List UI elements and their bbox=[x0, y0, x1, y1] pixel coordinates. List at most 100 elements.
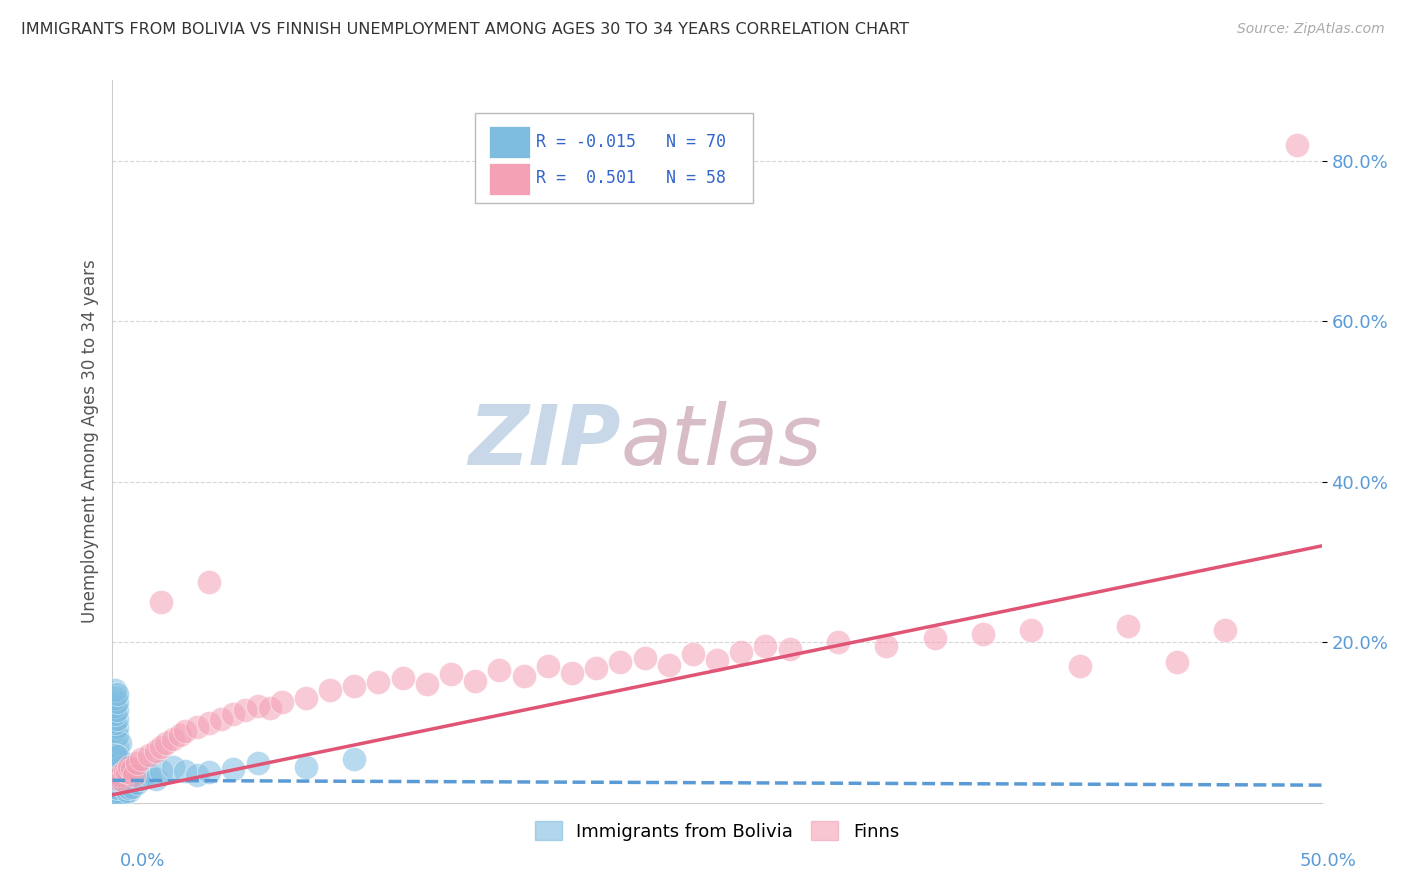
Point bbox=[924, 632, 946, 646]
FancyBboxPatch shape bbox=[475, 112, 754, 203]
Point bbox=[114, 781, 136, 796]
Point bbox=[108, 735, 131, 749]
Text: R = -0.015   N = 70: R = -0.015 N = 70 bbox=[536, 133, 725, 151]
Point bbox=[105, 749, 128, 764]
Point bbox=[145, 772, 167, 786]
Point bbox=[609, 655, 631, 669]
Point bbox=[537, 659, 560, 673]
Point bbox=[561, 665, 583, 680]
Text: 0.0%: 0.0% bbox=[120, 852, 165, 870]
Point bbox=[367, 675, 389, 690]
Point bbox=[105, 712, 128, 726]
Point bbox=[259, 701, 281, 715]
Point bbox=[198, 715, 221, 730]
Point bbox=[104, 792, 127, 806]
Point bbox=[104, 786, 127, 800]
Point bbox=[145, 744, 167, 758]
Point bbox=[972, 627, 994, 641]
Point bbox=[104, 784, 127, 798]
Point bbox=[155, 735, 177, 749]
Point bbox=[108, 776, 131, 790]
Point bbox=[111, 776, 134, 790]
Point bbox=[1116, 619, 1139, 633]
Point bbox=[174, 723, 197, 738]
Point bbox=[235, 703, 257, 717]
Point bbox=[169, 728, 191, 742]
Point bbox=[104, 723, 127, 738]
Point bbox=[162, 731, 184, 746]
Point bbox=[488, 664, 510, 678]
Point bbox=[682, 648, 704, 662]
Point bbox=[105, 776, 128, 790]
Point bbox=[108, 760, 131, 774]
Point bbox=[779, 641, 801, 656]
Point bbox=[105, 756, 128, 770]
Point bbox=[186, 767, 208, 781]
Text: ZIP: ZIP bbox=[468, 401, 620, 482]
Point bbox=[105, 696, 128, 710]
Point bbox=[754, 639, 776, 653]
Point bbox=[105, 728, 128, 742]
Point bbox=[104, 788, 127, 802]
Point bbox=[115, 780, 138, 794]
Point bbox=[222, 762, 245, 776]
Point bbox=[105, 789, 128, 804]
Point bbox=[105, 703, 128, 717]
Point bbox=[440, 667, 463, 681]
Point bbox=[104, 691, 127, 706]
Point bbox=[391, 671, 413, 685]
Point bbox=[108, 788, 131, 802]
Point bbox=[730, 645, 752, 659]
Point bbox=[186, 719, 208, 733]
Text: R =  0.501   N = 58: R = 0.501 N = 58 bbox=[536, 169, 725, 187]
Point bbox=[108, 776, 131, 790]
Point bbox=[222, 707, 245, 722]
Point bbox=[104, 747, 127, 762]
Point bbox=[105, 687, 128, 701]
Point bbox=[295, 760, 318, 774]
Point bbox=[105, 781, 128, 796]
Point bbox=[1286, 137, 1309, 152]
Point bbox=[149, 595, 172, 609]
Point bbox=[108, 751, 131, 765]
FancyBboxPatch shape bbox=[488, 163, 530, 195]
Point bbox=[162, 760, 184, 774]
Point bbox=[343, 680, 366, 694]
Point bbox=[416, 677, 439, 691]
Point bbox=[104, 707, 127, 722]
Point bbox=[585, 661, 607, 675]
Point bbox=[108, 788, 131, 802]
Point bbox=[114, 764, 136, 778]
Point bbox=[111, 781, 134, 796]
Point bbox=[115, 765, 138, 780]
Point bbox=[108, 778, 131, 792]
Point bbox=[104, 780, 127, 794]
Text: Source: ZipAtlas.com: Source: ZipAtlas.com bbox=[1237, 22, 1385, 37]
Point bbox=[111, 773, 134, 788]
Point bbox=[105, 739, 128, 754]
Point bbox=[149, 764, 172, 778]
Point bbox=[1069, 659, 1091, 673]
Point bbox=[706, 653, 728, 667]
Point bbox=[138, 747, 160, 762]
Point bbox=[114, 786, 136, 800]
Point bbox=[149, 739, 172, 754]
Point bbox=[464, 673, 486, 688]
Point bbox=[104, 683, 127, 698]
Point bbox=[111, 788, 134, 802]
Point bbox=[343, 751, 366, 765]
Point bbox=[246, 756, 269, 770]
Point bbox=[512, 669, 534, 683]
Point bbox=[875, 639, 897, 653]
Point bbox=[115, 784, 138, 798]
Point bbox=[104, 747, 127, 762]
Point bbox=[105, 789, 128, 804]
Point bbox=[105, 780, 128, 794]
Point bbox=[131, 751, 153, 765]
FancyBboxPatch shape bbox=[488, 126, 530, 158]
Point bbox=[104, 772, 127, 786]
Point bbox=[108, 784, 131, 798]
Point bbox=[1213, 623, 1236, 637]
Point bbox=[104, 715, 127, 730]
Point bbox=[105, 767, 128, 781]
